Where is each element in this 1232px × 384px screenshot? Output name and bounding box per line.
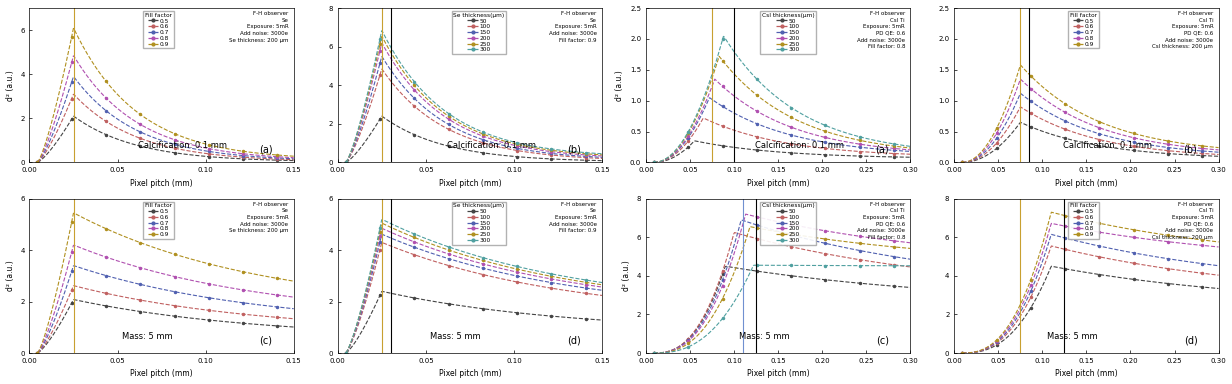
Text: Calcification: 0.1 mm: Calcification: 0.1 mm bbox=[1063, 141, 1152, 150]
Text: Mass: 5 mm: Mass: 5 mm bbox=[738, 332, 790, 341]
Text: (a): (a) bbox=[259, 145, 272, 155]
X-axis label: Pixel pitch (mm): Pixel pitch (mm) bbox=[131, 369, 193, 379]
X-axis label: Pixel pitch (mm): Pixel pitch (mm) bbox=[1055, 179, 1117, 188]
Text: (b): (b) bbox=[567, 145, 580, 155]
Legend: 0.5, 0.6, 0.7, 0.8, 0.9: 0.5, 0.6, 0.7, 0.8, 0.9 bbox=[143, 202, 174, 239]
Text: F-H observer
Se
Exposure: 5mR
Add noise: 3000e
Se thickness: 200 μm: F-H observer Se Exposure: 5mR Add noise:… bbox=[229, 202, 288, 233]
Text: Mass: 5 mm: Mass: 5 mm bbox=[1047, 332, 1098, 341]
X-axis label: Pixel pitch (mm): Pixel pitch (mm) bbox=[747, 179, 809, 188]
X-axis label: Pixel pitch (mm): Pixel pitch (mm) bbox=[439, 179, 501, 188]
Text: (c): (c) bbox=[260, 335, 272, 345]
Legend: 50, 100, 150, 200, 250, 300: 50, 100, 150, 200, 250, 300 bbox=[452, 11, 506, 54]
Y-axis label: d² (a.u.): d² (a.u.) bbox=[622, 260, 631, 291]
Text: F-H observer
Se
Exposure: 5mR
Add noise: 3000e
Fill factor: 0.9: F-H observer Se Exposure: 5mR Add noise:… bbox=[548, 202, 596, 233]
Legend: 0.5, 0.6, 0.7, 0.8, 0.9: 0.5, 0.6, 0.7, 0.8, 0.9 bbox=[1068, 11, 1099, 48]
X-axis label: Pixel pitch (mm): Pixel pitch (mm) bbox=[1055, 369, 1117, 379]
Text: Mass: 5 mm: Mass: 5 mm bbox=[430, 332, 480, 341]
Text: Mass: 5 mm: Mass: 5 mm bbox=[122, 332, 172, 341]
Y-axis label: d² (a.u.): d² (a.u.) bbox=[6, 70, 15, 101]
Legend: 0.5, 0.6, 0.7, 0.8, 0.9: 0.5, 0.6, 0.7, 0.8, 0.9 bbox=[1068, 202, 1099, 239]
Legend: 50, 100, 150, 200, 250, 300: 50, 100, 150, 200, 250, 300 bbox=[760, 11, 816, 54]
Text: F-H observer
CsI Ti
Exposure: 5mR
PD QE: 0.6
Add noise: 3000e
Fill factor: 0.8: F-H observer CsI Ti Exposure: 5mR PD QE:… bbox=[857, 11, 906, 49]
Text: Calcification: 0.1 mm: Calcification: 0.1 mm bbox=[446, 141, 536, 150]
Y-axis label: d² (a.u.): d² (a.u.) bbox=[6, 260, 15, 291]
Text: (d): (d) bbox=[567, 335, 580, 345]
Text: (b): (b) bbox=[1184, 145, 1198, 155]
Text: F-H observer
CsI Ti
Exposure: 5mR
PD QE: 0.6
Add noise: 3000e
CsI thickness: 200: F-H observer CsI Ti Exposure: 5mR PD QE:… bbox=[1152, 11, 1214, 49]
Legend: 50, 100, 150, 200, 250, 300: 50, 100, 150, 200, 250, 300 bbox=[760, 202, 816, 245]
Legend: 50, 100, 150, 200, 250, 300: 50, 100, 150, 200, 250, 300 bbox=[452, 202, 506, 245]
Text: Calcification: 0.1 mm: Calcification: 0.1 mm bbox=[755, 141, 844, 150]
X-axis label: Pixel pitch (mm): Pixel pitch (mm) bbox=[439, 369, 501, 379]
Legend: 0.5, 0.6, 0.7, 0.8, 0.9: 0.5, 0.6, 0.7, 0.8, 0.9 bbox=[143, 11, 174, 48]
Text: F-H observer
CsI Ti
Exposure: 5mR
PD QE: 0.6
Add noise: 3000e
CsI thickness: 200: F-H observer CsI Ti Exposure: 5mR PD QE:… bbox=[1152, 202, 1214, 240]
Text: (a): (a) bbox=[876, 145, 890, 155]
Text: F-H observer
Se
Exposure: 5mR
Add noise: 3000e
Fill factor: 0.9: F-H observer Se Exposure: 5mR Add noise:… bbox=[548, 11, 596, 43]
Y-axis label: d² (a.u.): d² (a.u.) bbox=[615, 70, 625, 101]
Text: F-H observer
CsI Ti
Exposure: 5mR
PD QE: 0.6
Add noise: 3000e
Fill factor: 0.8: F-H observer CsI Ti Exposure: 5mR PD QE:… bbox=[857, 202, 906, 240]
Text: (d): (d) bbox=[1184, 335, 1198, 345]
Text: F-H observer
Se
Exposure: 5mR
Add noise: 3000e
Se thickness: 200 μm: F-H observer Se Exposure: 5mR Add noise:… bbox=[229, 11, 288, 43]
Text: Calcification: 0.1 mm: Calcification: 0.1 mm bbox=[138, 141, 227, 150]
Text: (c): (c) bbox=[876, 335, 890, 345]
X-axis label: Pixel pitch (mm): Pixel pitch (mm) bbox=[131, 179, 193, 188]
X-axis label: Pixel pitch (mm): Pixel pitch (mm) bbox=[747, 369, 809, 379]
